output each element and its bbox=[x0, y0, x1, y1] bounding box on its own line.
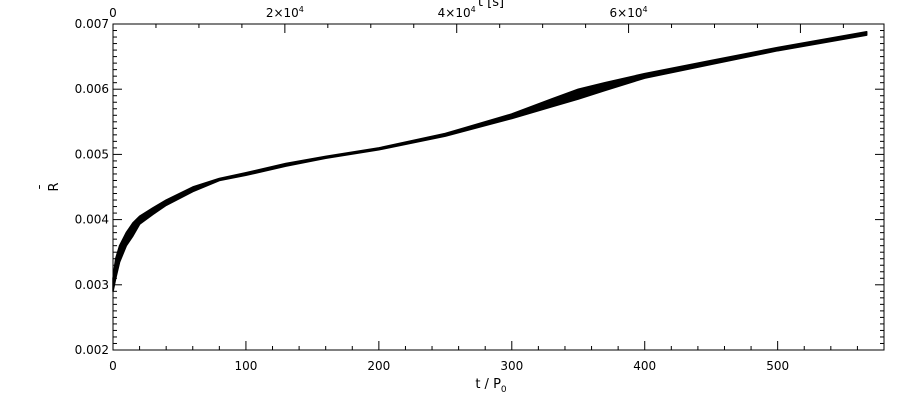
plot-frame bbox=[112, 23, 885, 351]
top-tick-label: 2×104 bbox=[266, 5, 304, 20]
y-tick-label: 0.007 bbox=[75, 17, 109, 31]
x-tick-label: 100 bbox=[234, 359, 257, 373]
x-tick-label: 0 bbox=[109, 359, 117, 373]
y-tick-label: 0.005 bbox=[75, 147, 109, 161]
x-tick-label: 500 bbox=[766, 359, 789, 373]
top-tick-base: 0 bbox=[109, 6, 117, 20]
y-axis-title-accent: ¯ bbox=[38, 184, 53, 191]
y-tick-label: 0.002 bbox=[75, 343, 109, 357]
x-tick-label: 300 bbox=[500, 359, 523, 373]
x-tick-label: 200 bbox=[367, 359, 390, 373]
top-tick-base: 2×10 bbox=[266, 6, 299, 20]
tick-marks bbox=[112, 23, 885, 351]
y-axis-title-text: R bbox=[47, 182, 62, 191]
top-tick-exponent: 4 bbox=[643, 5, 648, 14]
top-tick-base: 6×10 bbox=[610, 6, 643, 20]
y-axis-title: R ¯ bbox=[38, 182, 62, 191]
data-band-layer bbox=[112, 31, 868, 293]
data-band bbox=[112, 31, 868, 293]
y-tick-label: 0.006 bbox=[75, 82, 109, 96]
x-axis-title: t / P0 bbox=[475, 377, 507, 395]
top-tick-exponent: 4 bbox=[471, 5, 476, 14]
y-tick-label: 0.003 bbox=[75, 278, 109, 292]
top-tick-label: 6×104 bbox=[610, 5, 648, 20]
y-tick-label: 0.004 bbox=[75, 213, 109, 227]
top-tick-label: 4×104 bbox=[438, 5, 476, 20]
x-tick-label: 400 bbox=[633, 359, 656, 373]
top-tick-exponent: 4 bbox=[299, 5, 304, 14]
top-tick-label: 0 bbox=[109, 6, 117, 20]
top-tick-base: 4×10 bbox=[438, 6, 471, 20]
top-axis-title: t [s] bbox=[478, 0, 504, 10]
